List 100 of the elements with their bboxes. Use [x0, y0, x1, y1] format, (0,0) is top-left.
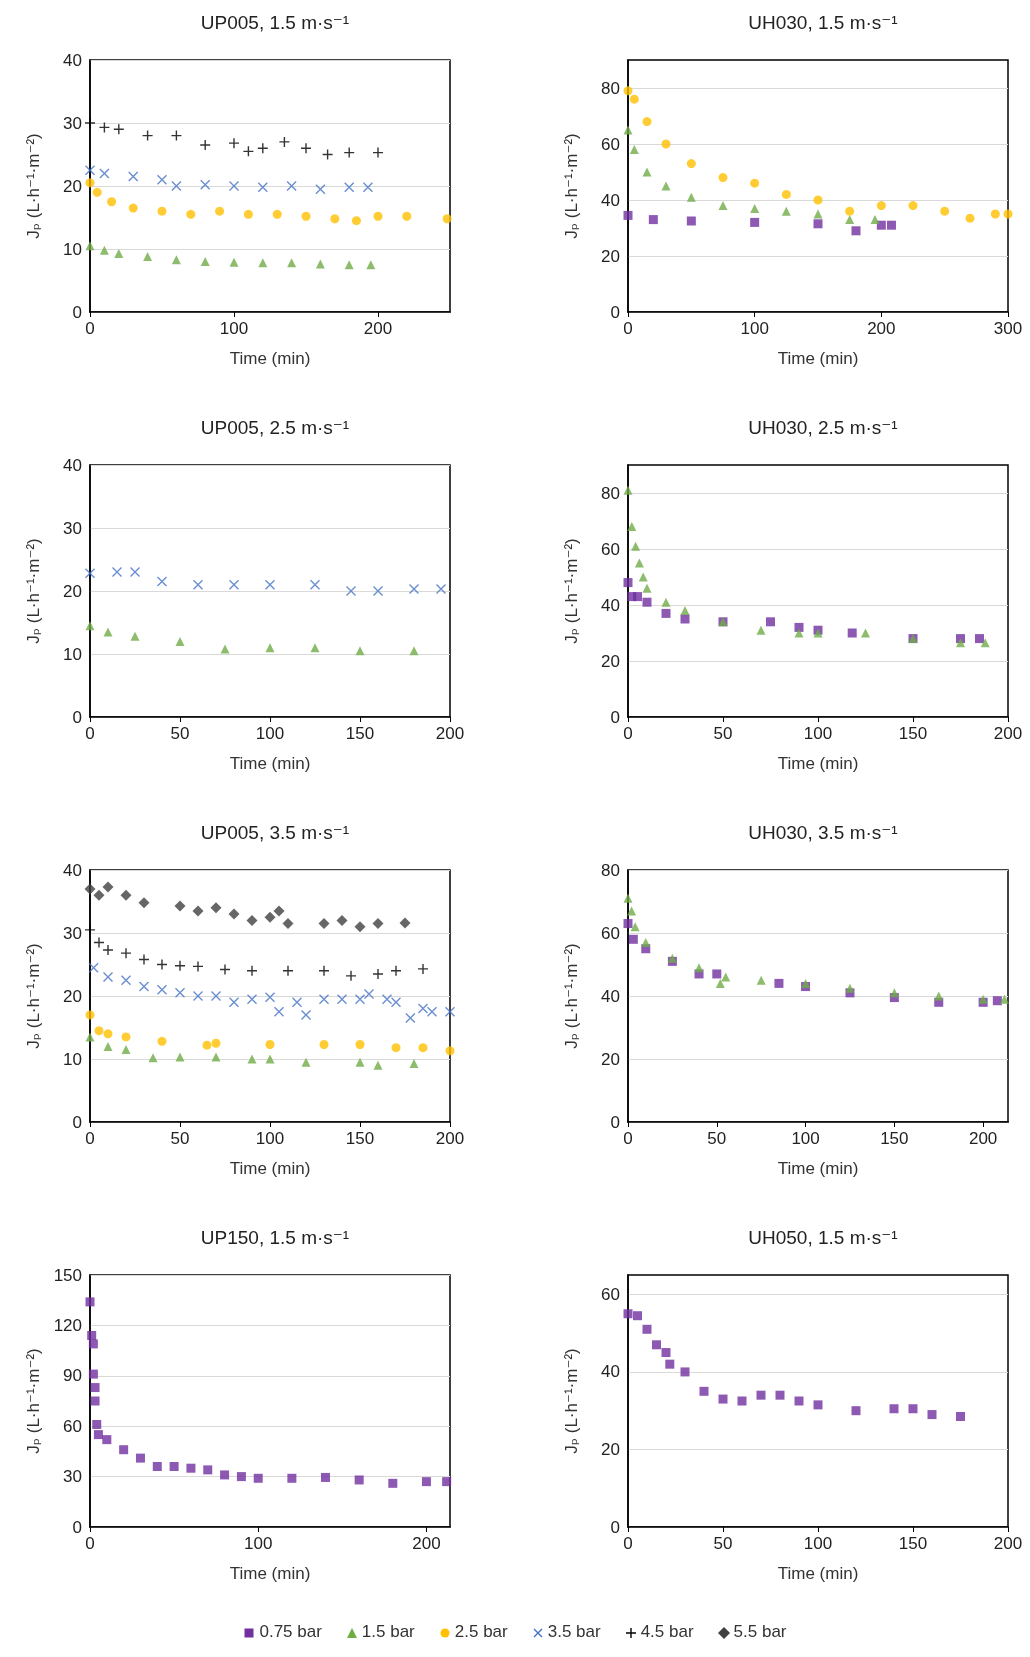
point — [934, 991, 944, 1001]
point — [192, 960, 204, 973]
y-tick-label: 0 — [72, 302, 82, 322]
y-tick-label: 30 — [63, 113, 82, 133]
point — [300, 1009, 312, 1021]
point — [781, 189, 791, 199]
y-tick-label: 30 — [63, 923, 82, 943]
y-tick-label: 60 — [601, 134, 620, 154]
chart-title: UH050, 1.5 m·s⁻¹ — [748, 1227, 898, 1248]
point — [92, 1420, 102, 1430]
point — [442, 1477, 452, 1487]
y-tick-label: 0 — [72, 1517, 82, 1537]
x-tick-label: 100 — [255, 1129, 285, 1148]
point — [956, 1412, 965, 1422]
point — [399, 917, 411, 929]
point — [661, 608, 671, 618]
point — [291, 997, 303, 1008]
point — [794, 622, 804, 632]
point — [257, 182, 268, 193]
point — [426, 1006, 438, 1017]
y-tick-label: 20 — [601, 246, 620, 266]
y-tick-label: 40 — [601, 986, 620, 1006]
point — [90, 1396, 100, 1406]
point — [174, 900, 186, 912]
point — [264, 911, 276, 923]
point — [442, 214, 452, 224]
y-tick-label: 80 — [601, 78, 620, 98]
point — [813, 1400, 823, 1410]
y-axis-title: Jₚ (L·h⁻¹·m⁻²) — [24, 1348, 43, 1454]
point — [661, 181, 671, 191]
x-axis-title: Time (min) — [229, 754, 311, 773]
y-tick-label: 80 — [601, 860, 620, 880]
point — [889, 1404, 899, 1414]
point — [211, 1038, 221, 1048]
point — [641, 937, 651, 947]
point — [215, 206, 225, 216]
x-axis-title: Time (min) — [777, 349, 859, 368]
point — [85, 1010, 95, 1020]
point — [927, 1410, 937, 1420]
point — [157, 1036, 167, 1046]
y-axis-title: Jₚ (L·h⁻¹·m⁻²) — [24, 538, 43, 644]
point — [228, 137, 240, 149]
point — [156, 576, 168, 587]
point — [157, 206, 167, 216]
point — [156, 958, 168, 971]
point — [409, 1058, 419, 1068]
point — [718, 173, 728, 183]
point — [273, 1006, 285, 1017]
point — [318, 993, 330, 1005]
point — [721, 972, 731, 982]
point — [219, 963, 231, 976]
point — [750, 203, 760, 213]
x-tick-label: 100 — [791, 1129, 820, 1148]
point — [861, 628, 870, 638]
point — [229, 257, 239, 267]
x-tick-label: 100 — [740, 319, 769, 338]
point — [90, 1383, 100, 1393]
point — [715, 978, 725, 988]
point — [309, 579, 321, 590]
x-axis-title: Time (min) — [229, 1159, 311, 1178]
point — [138, 953, 150, 966]
point — [845, 983, 855, 993]
point — [756, 625, 766, 635]
point — [750, 178, 760, 188]
point — [345, 585, 357, 597]
point — [813, 219, 823, 229]
point — [88, 1339, 98, 1349]
point — [633, 592, 642, 602]
point — [750, 217, 760, 227]
y-tick-label: 40 — [601, 1362, 620, 1382]
x-tick-label: 200 — [968, 1129, 998, 1148]
point — [975, 634, 984, 644]
point — [88, 962, 99, 973]
y-tick-label: 20 — [601, 651, 620, 671]
point — [141, 129, 154, 142]
point — [435, 583, 447, 595]
y-tick-label: 60 — [601, 1284, 620, 1304]
point — [129, 566, 141, 578]
x-tick-label: 200 — [867, 319, 896, 338]
point — [628, 934, 638, 944]
point — [623, 125, 633, 135]
legend-label: 0.75 bar — [259, 1622, 322, 1641]
point — [84, 883, 96, 895]
point — [102, 944, 114, 956]
point — [246, 914, 258, 926]
x-tick-label: 200 — [435, 1129, 465, 1148]
point — [694, 963, 704, 973]
y-tick-label: 20 — [63, 986, 82, 1006]
point — [192, 579, 204, 590]
point — [642, 597, 652, 607]
point — [992, 996, 1002, 1006]
point — [87, 1330, 97, 1340]
point — [355, 646, 365, 656]
x-tick-label: 100 — [219, 319, 249, 338]
legend-label: 5.5 bar — [733, 1622, 787, 1641]
point — [372, 585, 384, 597]
y-tick-label: 40 — [601, 595, 620, 615]
point — [908, 1404, 918, 1414]
point — [372, 918, 384, 930]
y-tick-label: 40 — [63, 860, 82, 880]
